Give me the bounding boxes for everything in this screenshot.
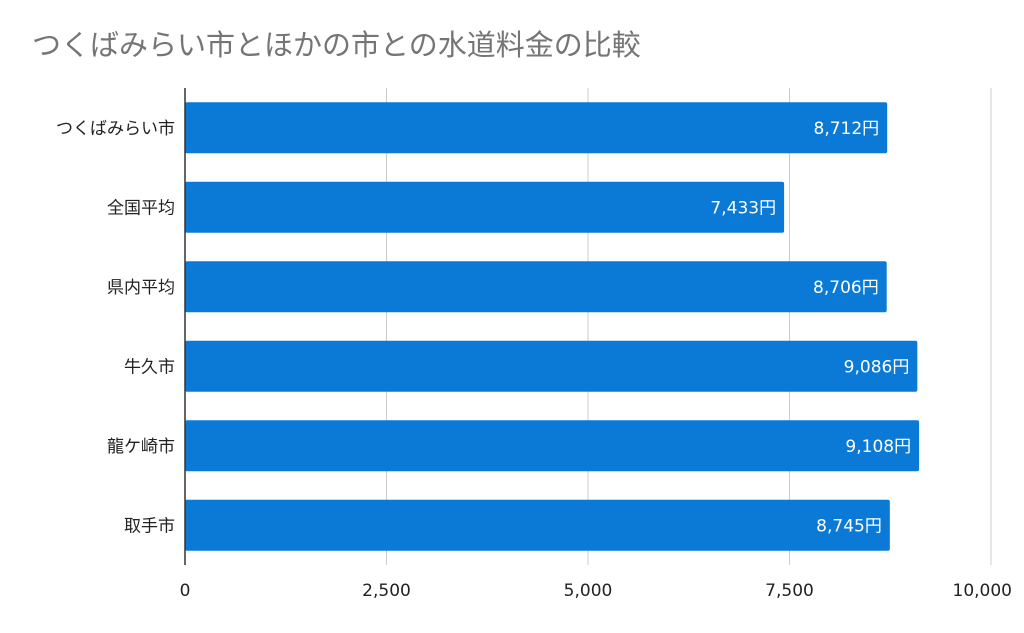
category-label: 県内平均 bbox=[107, 278, 175, 298]
category-label: 取手市 bbox=[124, 516, 175, 536]
data-label: 9,086円 bbox=[844, 357, 910, 377]
category-label: つくばみらい市 bbox=[56, 119, 175, 139]
x-tick-label: 2,500 bbox=[362, 581, 411, 601]
x-tick-label: 7,500 bbox=[765, 581, 814, 601]
data-label: 8,745円 bbox=[816, 516, 882, 536]
bar bbox=[185, 261, 887, 313]
bar bbox=[185, 499, 890, 551]
x-tick-label: 5,000 bbox=[564, 581, 613, 601]
x-tick-label: 10,000 bbox=[953, 581, 1012, 601]
data-label: 8,712円 bbox=[814, 119, 880, 139]
bar bbox=[185, 102, 888, 154]
bar bbox=[185, 340, 918, 392]
bar bbox=[185, 420, 920, 472]
category-label: 牛久市 bbox=[124, 357, 175, 377]
x-tick-label: 0 bbox=[180, 581, 191, 601]
category-label: 龍ケ崎市 bbox=[107, 437, 175, 457]
category-label: 全国平均 bbox=[107, 198, 175, 218]
chart-title: つくばみらい市とほかの市との水道料金の比較 bbox=[32, 28, 641, 62]
bar bbox=[185, 181, 785, 233]
data-label: 7,433円 bbox=[710, 198, 776, 218]
data-label: 8,706円 bbox=[813, 278, 879, 298]
data-label: 9,108円 bbox=[845, 437, 911, 457]
